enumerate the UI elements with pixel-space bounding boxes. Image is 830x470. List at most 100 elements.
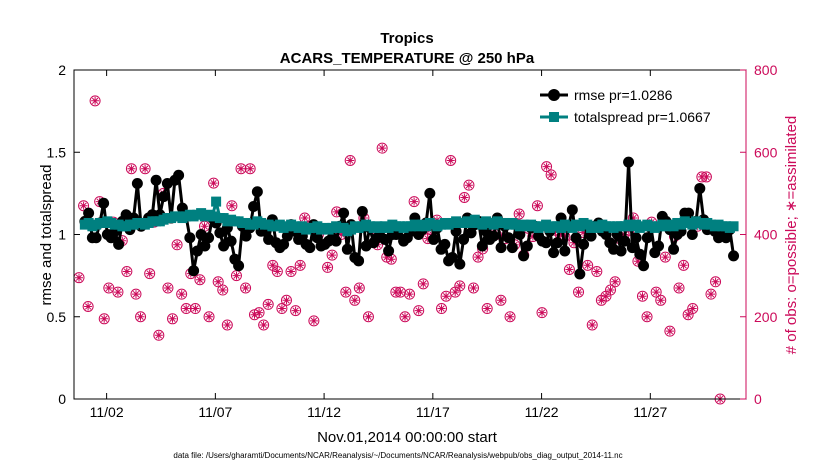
- obs-marker: [404, 288, 416, 300]
- data-point: [720, 232, 732, 244]
- data-point: [330, 235, 342, 247]
- obs-marker: [573, 286, 585, 298]
- obs-marker: [344, 154, 356, 166]
- obs-marker: [399, 311, 411, 323]
- data-point: [338, 207, 350, 219]
- legend: rmse pr=1.0286 totalspread pr=1.0667: [536, 84, 742, 134]
- obs-marker: [135, 311, 147, 323]
- obs-marker: [440, 290, 452, 302]
- obs-assimilated-star: [419, 279, 428, 288]
- data-point: [634, 248, 646, 260]
- obs-marker: [217, 284, 229, 296]
- obs-marker: [659, 251, 671, 263]
- obs-assimilated-star: [91, 96, 100, 105]
- obs-marker: [650, 286, 662, 298]
- obs-marker: [226, 200, 238, 212]
- obs-marker: [586, 319, 598, 331]
- obs-marker: [203, 311, 215, 323]
- obs-possible-circle: [408, 196, 420, 208]
- obs-possible-circle: [687, 303, 699, 315]
- obs-possible-circle: [376, 142, 388, 154]
- obs-assimilated-star: [214, 277, 223, 286]
- obs-marker: [413, 305, 425, 317]
- obs-assimilated-star: [218, 286, 227, 294]
- obs-assimilated-star: [246, 164, 255, 173]
- obs-assimilated-star: [684, 310, 693, 319]
- obs-possible-circle: [135, 311, 147, 323]
- obs-possible-circle: [468, 282, 480, 294]
- obs-possible-circle: [112, 286, 124, 298]
- obs-marker: [408, 196, 420, 208]
- obs-marker: [189, 303, 201, 315]
- obs-marker: [445, 154, 457, 166]
- obs-possible-circle: [130, 288, 142, 300]
- obs-marker: [73, 272, 85, 284]
- obs-possible-circle: [349, 294, 361, 306]
- data-point: [225, 235, 237, 247]
- obs-marker: [463, 179, 475, 191]
- data-point: [98, 197, 110, 209]
- obs-assimilated-star: [350, 296, 359, 305]
- obs-possible-circle: [605, 284, 617, 296]
- legend-item: rmse pr=1.0286: [540, 87, 673, 103]
- obs-assimilated-star: [273, 267, 282, 276]
- obs-assimilated-star: [100, 314, 109, 323]
- data-point: [566, 204, 578, 216]
- obs-possible-circle: [326, 249, 338, 261]
- obs-assimilated-star: [579, 228, 588, 237]
- obs-possible-circle: [655, 294, 667, 306]
- obs-assimilated-star: [707, 290, 715, 299]
- obs-marker: [582, 259, 594, 271]
- obs-marker: [504, 311, 516, 323]
- obs-possible-circle: [404, 288, 416, 300]
- obs-possible-circle: [235, 163, 247, 175]
- obs-assimilated-star: [200, 222, 209, 231]
- data-point: [574, 268, 586, 280]
- obs-assimilated-star: [205, 312, 214, 321]
- obs-marker: [144, 268, 156, 280]
- obs-possible-circle: [586, 319, 598, 331]
- obs-possible-circle: [495, 294, 507, 306]
- obs-possible-circle: [541, 161, 553, 173]
- x-tick-label: 11/22: [525, 404, 559, 420]
- data-point: [184, 232, 196, 244]
- data-point: [495, 242, 507, 254]
- obs-marker: [290, 305, 302, 317]
- x-tick-label: 11/12: [307, 404, 341, 420]
- obs-marker: [271, 266, 283, 278]
- obs-assimilated-star: [296, 261, 305, 270]
- data-point: [113, 238, 125, 250]
- obs-assimilated-star: [255, 308, 264, 317]
- obs-assimilated-star: [122, 267, 131, 276]
- obs-marker: [167, 313, 179, 325]
- obs-assimilated-star: [79, 201, 88, 210]
- obs-assimilated-star: [574, 288, 583, 297]
- obs-marker: [536, 307, 548, 319]
- obs-possible-circle: [463, 179, 475, 191]
- obs-marker: [326, 249, 338, 261]
- obs-marker: [253, 307, 265, 319]
- obs-possible-circle: [440, 290, 452, 302]
- x-axis-label: Nov.01,2014 00:00:00 start: [317, 429, 498, 446]
- obs-marker: [221, 319, 233, 331]
- obs-possible-circle: [189, 303, 201, 315]
- x-tick-label: 11/17: [416, 404, 450, 420]
- obs-assimilated-star: [633, 257, 642, 266]
- legend-label: totalspread pr=1.0667: [574, 109, 711, 125]
- data-point: [439, 238, 451, 250]
- obs-assimilated-star: [533, 201, 542, 210]
- data-point: [503, 232, 515, 244]
- obs-marker: [276, 303, 288, 315]
- data-point: [353, 255, 365, 267]
- obs-possible-circle: [353, 282, 365, 294]
- obs-possible-circle: [221, 319, 233, 331]
- obs-possible-circle: [504, 311, 516, 323]
- data-point: [578, 238, 590, 250]
- obs-assimilated-star: [538, 308, 546, 317]
- obs-marker: [495, 294, 507, 306]
- obs-possible-circle: [591, 266, 603, 278]
- obs-possible-circle: [458, 191, 470, 203]
- obs-marker: [176, 288, 188, 300]
- obs-possible-circle: [208, 177, 220, 189]
- legend-box: [536, 84, 742, 134]
